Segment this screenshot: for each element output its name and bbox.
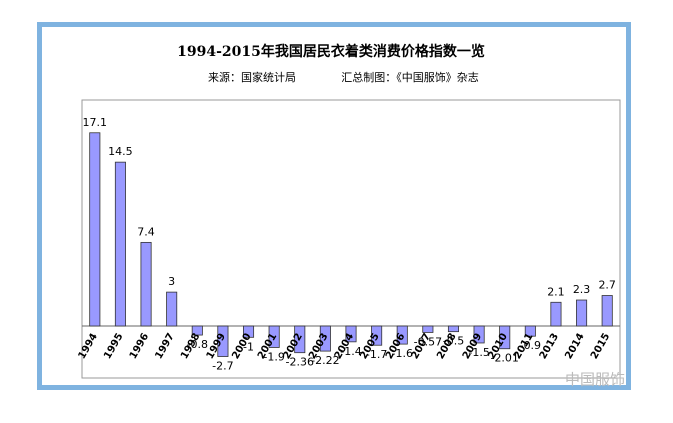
value-label: -1.6 [392,347,413,360]
value-label: 17.1 [83,116,108,129]
value-label: -1.7 [366,348,387,361]
bar [166,291,178,327]
chart-subtitle: 汇总制图：《中国服饰》杂志 [341,70,479,84]
bar [89,132,101,327]
bar [396,325,408,345]
bar [242,325,255,338]
value-label: 2.3 [573,283,591,296]
bar [191,325,203,336]
chart-title: 1994-2015年我国居民衣着类消费价格指数一览 [177,43,485,60]
bar [371,325,383,346]
value-label: -0.57 [414,335,442,348]
value-label: 3 [168,275,175,288]
bar [294,325,306,354]
bar [550,301,562,327]
value-label: -0.9 [520,339,541,352]
value-label: -2.7 [212,360,233,373]
value-label: 7.4 [137,225,155,238]
value-label: -1.5 [468,346,489,359]
value-label: -2.01 [490,352,518,365]
bar [422,325,434,333]
bar [114,161,126,327]
bar [601,295,613,327]
value-label: -0.8 [187,338,208,351]
plot-frame [81,99,621,379]
bar [140,241,152,327]
value-label: -1.9 [263,350,284,363]
bar [524,325,536,337]
bar [473,325,485,344]
bar [345,325,357,343]
value-label: -0.5 [443,335,464,348]
value-label: -2.22 [311,354,339,367]
bar [319,325,331,352]
chart-subtitle: 来源：国家统计局 [208,70,296,84]
value-label: 2.7 [598,279,616,292]
value-label: 2.1 [547,285,565,298]
bar [576,299,588,327]
value-label: -1 [243,340,254,353]
bar [268,325,280,348]
bar [217,325,229,357]
watermark: 中国服饰 [565,371,625,389]
value-label: -1.4 [340,345,361,358]
bar [447,325,460,333]
inner-frame [42,27,626,385]
value-label: -2.36 [286,356,314,369]
bar [499,325,511,350]
value-label: 14.5 [108,145,133,158]
